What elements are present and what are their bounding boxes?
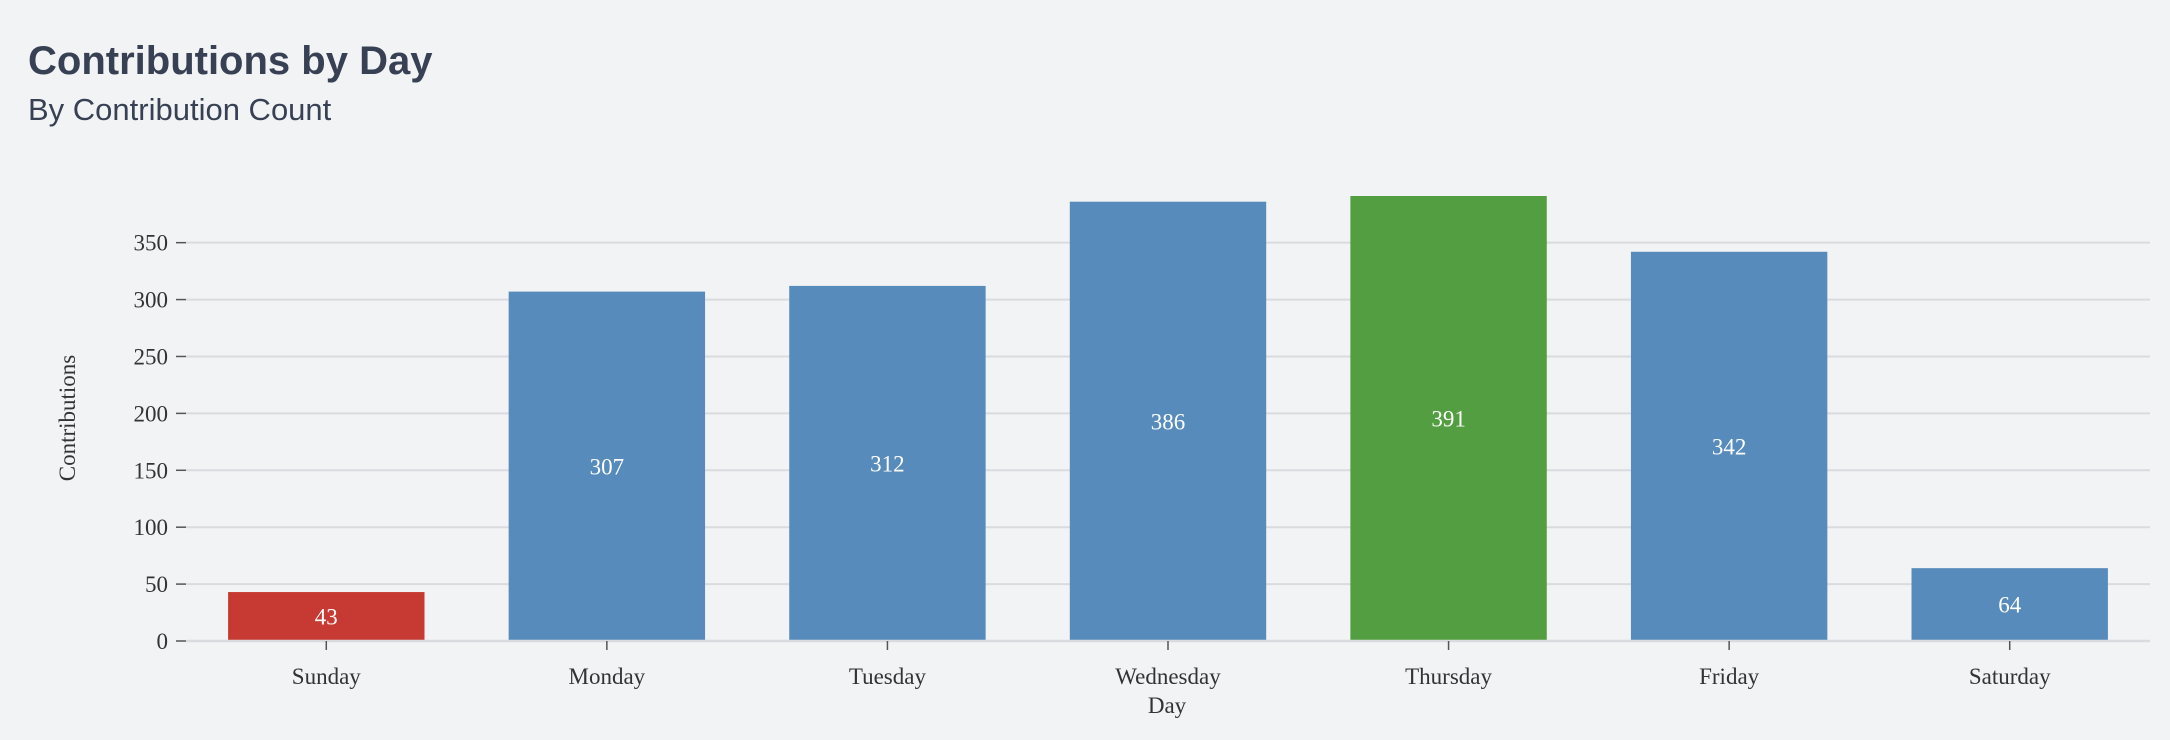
y-tick-label: 200 [134, 401, 169, 426]
x-tick-label: Tuesday [849, 664, 927, 689]
bars: 43 307 312 386 391 342 64 [228, 196, 2108, 641]
y-tick-label: 50 [145, 572, 168, 597]
data-label: 386 [1151, 409, 1186, 434]
chart-title: Contributions by Day [28, 39, 433, 83]
bar-monday [508, 291, 706, 641]
x-tick-label: Saturday [1969, 664, 2051, 689]
axes: 0 50 100 150 200 250 300 350 Sunday Monday Tuesday… [134, 231, 2150, 689]
bar-thursday [1350, 196, 1547, 641]
y-tick-label: 250 [134, 344, 169, 369]
y-tick-label: 300 [134, 288, 169, 313]
x-tick-label: Sunday [292, 664, 362, 689]
bar-sunday [228, 592, 425, 641]
y-tick-label: 150 [134, 458, 169, 483]
x-tick-label: Thursday [1405, 664, 1492, 689]
chart-subtitle: By Contribution Count [28, 92, 332, 127]
y-tick-label: 350 [134, 231, 169, 256]
bar-wednesday [1069, 201, 1267, 641]
y-tick-label: 0 [157, 629, 169, 654]
y-axis-title: Contributions [55, 355, 80, 482]
data-label: 342 [1712, 434, 1747, 459]
chart-header: Contributions by Day By Contribution Cou… [28, 34, 432, 130]
x-axis-title: Day [1148, 693, 1187, 718]
x-tick-label: Wednesday [1115, 664, 1221, 689]
y-tick-label: 100 [134, 515, 169, 540]
x-tick-label: Friday [1699, 664, 1760, 689]
data-label: 307 [590, 454, 625, 479]
bar-saturday [1911, 568, 2108, 641]
data-label: 391 [1431, 407, 1466, 432]
data-label: 43 [315, 605, 338, 630]
bar-tuesday [789, 285, 986, 641]
data-label: 312 [870, 451, 905, 476]
bar-friday [1630, 251, 1828, 641]
data-label: 64 [1998, 593, 2022, 618]
x-tick-label: Monday [569, 664, 646, 689]
